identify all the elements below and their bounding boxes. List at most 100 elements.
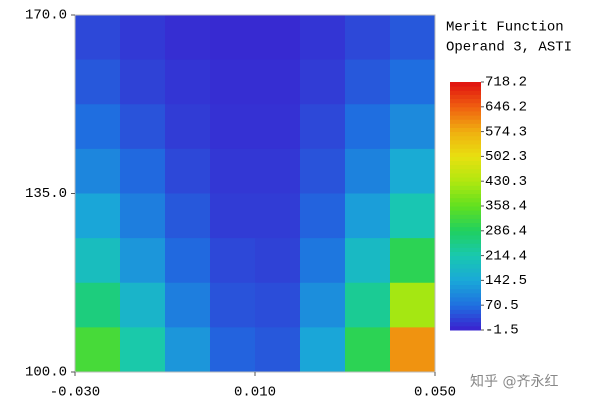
colorbar-segment — [450, 210, 481, 215]
colorbar-segment — [450, 131, 481, 137]
x-tick-label: 0.010 — [234, 385, 276, 401]
heatmap-cell — [345, 148, 391, 194]
colorbar-segment — [450, 123, 481, 128]
colorbar-tick-label: 70.5 — [485, 298, 519, 314]
heatmap-cell — [255, 59, 301, 105]
colorbar-segment — [450, 90, 481, 95]
colorbar-segment — [450, 292, 481, 298]
heatmap-cell — [75, 148, 121, 194]
x-tick-label: 0.050 — [414, 385, 456, 401]
colorbar-segment — [450, 309, 481, 314]
colorbar-segment — [450, 201, 481, 207]
heatmap-cell — [210, 327, 256, 373]
colorbar-segment — [450, 313, 481, 319]
heatmap-cell — [390, 15, 436, 61]
x-tick-label: -0.030 — [50, 385, 100, 401]
heatmap-cell — [165, 238, 211, 284]
heatmap-cell — [345, 59, 391, 105]
heatmap-cell — [165, 193, 211, 239]
colorbar-segment — [450, 152, 481, 157]
colorbar-segment — [450, 272, 481, 277]
colorbar-segment — [450, 218, 481, 224]
heatmap-cell — [75, 15, 121, 61]
heatmap-cell — [255, 15, 301, 61]
heatmap-cell — [120, 148, 166, 194]
heatmap-cell — [390, 148, 436, 194]
heatmap-cell — [75, 282, 121, 328]
heatmap-cell — [165, 327, 211, 373]
colorbar-segment — [450, 160, 481, 166]
heatmap-cell — [165, 59, 211, 105]
heatmap-cell — [390, 104, 436, 150]
heatmap-cell — [390, 327, 436, 373]
colorbar-segment — [450, 296, 481, 302]
colorbar-tick-label: 646.2 — [485, 100, 527, 116]
colorbar-segment — [450, 243, 481, 248]
colorbar-segment — [450, 251, 481, 257]
heatmap-cell — [210, 282, 256, 328]
colorbar-segment — [450, 115, 481, 120]
colorbar-segment — [450, 321, 481, 327]
colorbar-segment — [450, 193, 481, 199]
y-tick-label: 100.0 — [25, 365, 67, 381]
heatmap-cell — [255, 104, 301, 150]
colorbar-segment — [450, 102, 481, 108]
colorbar-segment — [450, 86, 481, 91]
colorbar-segment — [450, 119, 481, 124]
heatmap-cell — [210, 238, 256, 284]
heatmap-cell — [345, 193, 391, 239]
heatmap-cell — [255, 148, 301, 194]
watermark: 知乎 @齐永红 — [470, 373, 558, 390]
heatmap-cell — [255, 327, 301, 373]
colorbar-segment — [450, 82, 481, 87]
colorbar-segment — [450, 168, 481, 174]
heatmap-cell — [120, 238, 166, 284]
colorbar-tick-label: 286.4 — [485, 223, 527, 239]
heatmap-cell — [345, 15, 391, 61]
heatmap-cell — [75, 193, 121, 239]
heatmap-cell — [210, 15, 256, 61]
y-tick-label: 135.0 — [25, 186, 67, 202]
colorbar-segment — [450, 172, 481, 178]
colorbar-segment — [450, 189, 481, 195]
colorbar-tick-label: 214.4 — [485, 248, 527, 264]
heatmap-cell — [390, 193, 436, 239]
heatmap-cell — [390, 238, 436, 284]
colorbar-segment — [450, 110, 481, 116]
heatmap-cell — [75, 59, 121, 105]
heatmap-cell — [345, 104, 391, 150]
colorbar-segment — [450, 284, 481, 290]
chart-title: Operand 3, ASTI — [446, 40, 572, 56]
heatmap-cell — [300, 148, 346, 194]
colorbar-tick-label: 358.4 — [485, 199, 527, 215]
colorbar-tick-label: 718.2 — [485, 75, 527, 91]
colorbar-tick-label: 502.3 — [485, 149, 527, 165]
colorbar-segment — [450, 230, 481, 236]
colorbar-segment — [450, 127, 481, 133]
colorbar-segment — [450, 305, 481, 310]
heatmap-cell — [165, 104, 211, 150]
heatmap-cell — [120, 104, 166, 150]
heatmap-cell — [120, 193, 166, 239]
heatmap-cell — [210, 59, 256, 105]
colorbar-segment — [450, 301, 481, 306]
colorbar-segment — [450, 222, 481, 228]
y-tick-label: 170.0 — [25, 8, 67, 24]
colorbar-segment — [450, 156, 481, 162]
heatmap-cell — [210, 104, 256, 150]
colorbar-segment — [450, 214, 481, 219]
heatmap-cell — [165, 282, 211, 328]
heatmap-cell — [300, 238, 346, 284]
heatmap-cell — [300, 104, 346, 150]
heatmap-cell — [210, 193, 256, 239]
heatmap-cell — [345, 327, 391, 373]
colorbar-segment — [450, 206, 481, 211]
heatmap-cell — [300, 15, 346, 61]
colorbar-tick-label: -1.5 — [485, 323, 519, 339]
colorbar-segment — [450, 276, 481, 281]
colorbar-segment — [450, 239, 481, 244]
colorbar-segment — [450, 164, 481, 170]
heatmap-cell — [120, 282, 166, 328]
colorbar-segment — [450, 135, 481, 141]
